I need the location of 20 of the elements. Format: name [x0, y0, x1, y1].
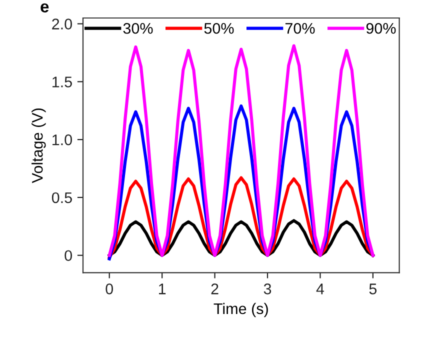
x-tick-label: 5 — [369, 284, 377, 294]
legend-label: 50% — [204, 22, 234, 34]
legend-label: 30% — [123, 22, 153, 34]
line-series — [108, 44, 374, 257]
line-series — [108, 176, 374, 260]
y-tick-label: 1.0 — [52, 134, 72, 146]
x-tick-label: 4 — [316, 284, 324, 294]
legend-label: 70% — [285, 22, 315, 34]
x-axis-title: Time (s) — [214, 302, 268, 318]
x-tick-label: 3 — [264, 284, 272, 294]
y-tick-label: 1.5 — [52, 76, 72, 88]
y-tick-label: 2.0 — [52, 18, 72, 30]
y-tick-label: 0 — [64, 250, 72, 262]
y-tick-label: 0.5 — [52, 192, 72, 204]
x-tick-label: 2 — [211, 284, 218, 294]
legend-label: 90% — [366, 22, 396, 34]
x-tick-label: 0 — [106, 284, 114, 294]
text: e — [40, 3, 49, 12]
y-axis-title: Voltage (V) — [32, 108, 46, 184]
x-tick-label: 1 — [158, 284, 166, 294]
